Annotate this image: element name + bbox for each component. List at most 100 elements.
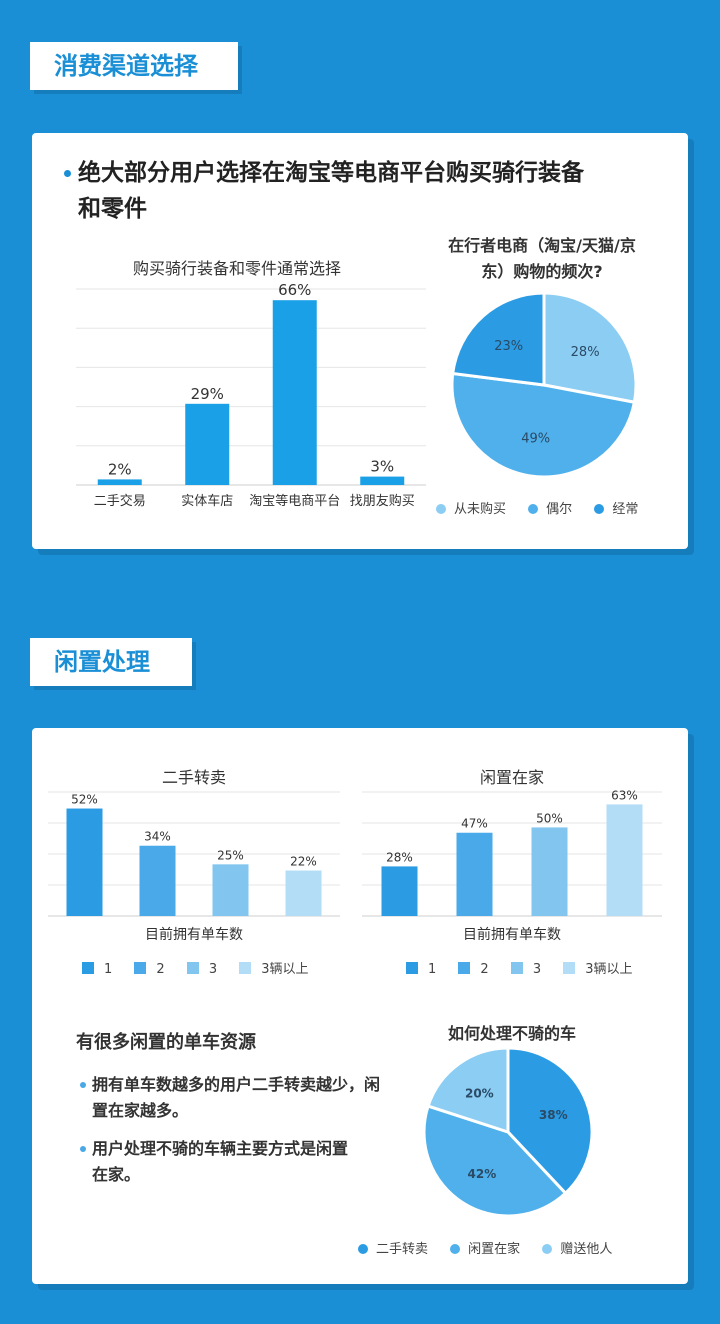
legend-item: 闲置在家 [450,1238,520,1257]
legend-item: 3 [186,962,218,977]
legend-item: 2 [458,962,489,977]
bar [531,827,568,916]
pie-chart-title: 在行者电商（淘宝/天猫/京东）购物的频次? [448,236,636,281]
pie-slice [426,1046,510,1135]
data-label: 34% [144,830,171,844]
legend-item: 从未购买 [436,498,506,517]
legend-dot [528,504,539,514]
data-label: 3% [370,458,394,476]
legend-label: 偶尔 [546,502,573,517]
data-label: 29% [191,385,224,403]
headline: 绝大部分用户选择在淘宝等电商平台购买骑行装备和零件 [64,155,598,227]
legend-label: 3 [532,962,542,977]
idle-card: 二手转卖 52% 34% 25% 22% 目前拥有单车数 1 2 3 3辆以上 闲置在… [32,728,688,1284]
bar [456,832,493,916]
legend-swatch [239,962,252,974]
idle-subhead: 有很多闲置的单车资源 [76,1032,256,1053]
legend-label: 2 [156,962,165,977]
bar [97,479,142,485]
legend-label: 3 [208,962,218,977]
legend-swatch [82,962,94,974]
bullet-item: 用户处理不骑的车辆主要方式是闲置在家。 [80,1136,352,1188]
data-label: 22% [290,855,317,869]
legend-label: 1 [104,962,113,977]
legend-item: 1 [406,962,436,977]
bar [212,864,249,916]
section-tag-consumption: 消费渠道选择 [30,42,238,90]
legend-swatch [510,962,523,974]
legend-item: 二手转卖 [358,1238,428,1257]
resale-legend: 1 2 3 3辆以上 [82,958,327,977]
resale-bar-chart: 52% 34% 25% 22% [48,791,340,917]
pie-slice [542,291,638,404]
data-label: 50% [536,811,563,825]
bar [185,403,230,485]
bar [285,870,322,916]
legend-swatch [134,962,147,974]
data-label: 28% [386,850,413,864]
bar [139,845,176,916]
legend-item: 赠送他人 [542,1238,612,1257]
slice-label: 28% [571,345,600,360]
legend-label: 3辆以上 [585,962,633,977]
legend-swatch [458,962,471,974]
pie-slice [422,1104,568,1218]
resale-xlabel: 目前拥有单车数 [145,927,243,943]
legend-label: 闲置在家 [468,1242,521,1257]
category-label: 淘宝等电商平台 [249,493,340,509]
category-label: 二手交易 [94,493,146,509]
bar [381,866,418,916]
pie-slice [451,291,546,387]
data-label: 47% [461,817,488,831]
legend-swatch [406,962,418,974]
slice-label: 38% [539,1108,568,1122]
purchase-frequency-pie-chart: 28% 49% 23% [450,291,638,479]
legend-label: 赠送他人 [560,1242,613,1257]
data-label: 66% [278,283,311,299]
idle-home-legend: 1 2 3 3辆以上 [406,958,651,977]
purchase-channel-bar-chart: 2% 二手交易 29% 实体车店 66% 淘宝等电商平台 3% 找朋友购买 [76,283,426,509]
disposal-pie-chart: 38% 42% 20% [422,1046,594,1218]
bullet-item: 拥有单车数越多的用户二手转卖越少，闲置在家越多。 [80,1072,382,1124]
legend-item: 2 [134,962,165,977]
legend-item: 偶尔 [528,498,572,517]
legend-item: 3辆以上 [239,958,309,977]
slice-label: 23% [494,339,523,354]
idle-home-chart-title: 闲置在家 [479,768,544,787]
bar [272,300,317,485]
pie-legend: 从未购买 偶尔 经常 [436,498,656,517]
legend-label: 1 [428,962,437,977]
data-label: 63% [611,790,638,802]
data-label: 52% [71,793,98,807]
data-label: 25% [217,848,244,862]
legend-dot [594,504,605,514]
data-label: 2% [108,460,132,478]
legend-label: 二手转卖 [376,1242,429,1257]
category-label: 实体车店 [181,493,233,509]
bar [360,476,405,485]
legend-label: 2 [480,962,489,977]
legend-label: 从未购买 [454,502,507,517]
disposal-pie-legend: 二手转卖 闲置在家 赠送他人 [358,1238,630,1257]
legend-item: 1 [82,962,112,977]
section-tag-idle: 闲置处理 [30,638,192,686]
legend-label: 3辆以上 [261,962,309,977]
bar [606,804,643,916]
legend-dot [358,1244,368,1254]
pie-slice [450,371,637,479]
consumption-card: 绝大部分用户选择在淘宝等电商平台购买骑行装备和零件 购买骑行装备和零件通常选择 … [32,133,688,549]
legend-dot [436,504,446,514]
legend-dot [450,1244,461,1254]
legend-dot [542,1244,553,1254]
disposal-pie-title: 如何处理不骑的车 [447,1024,576,1043]
idle-home-xlabel: 目前拥有单车数 [463,927,561,943]
legend-label: 经常 [612,502,639,517]
legend-item: 经常 [594,498,638,517]
slice-label: 42% [468,1167,497,1181]
slice-label: 20% [465,1087,494,1101]
legend-swatch [186,962,199,974]
legend-item: 3 [510,962,542,977]
resale-chart-title: 二手转卖 [161,768,226,787]
idle-home-bar-chart: 28% 47% 50% 63% [362,790,662,917]
bar [66,808,103,916]
